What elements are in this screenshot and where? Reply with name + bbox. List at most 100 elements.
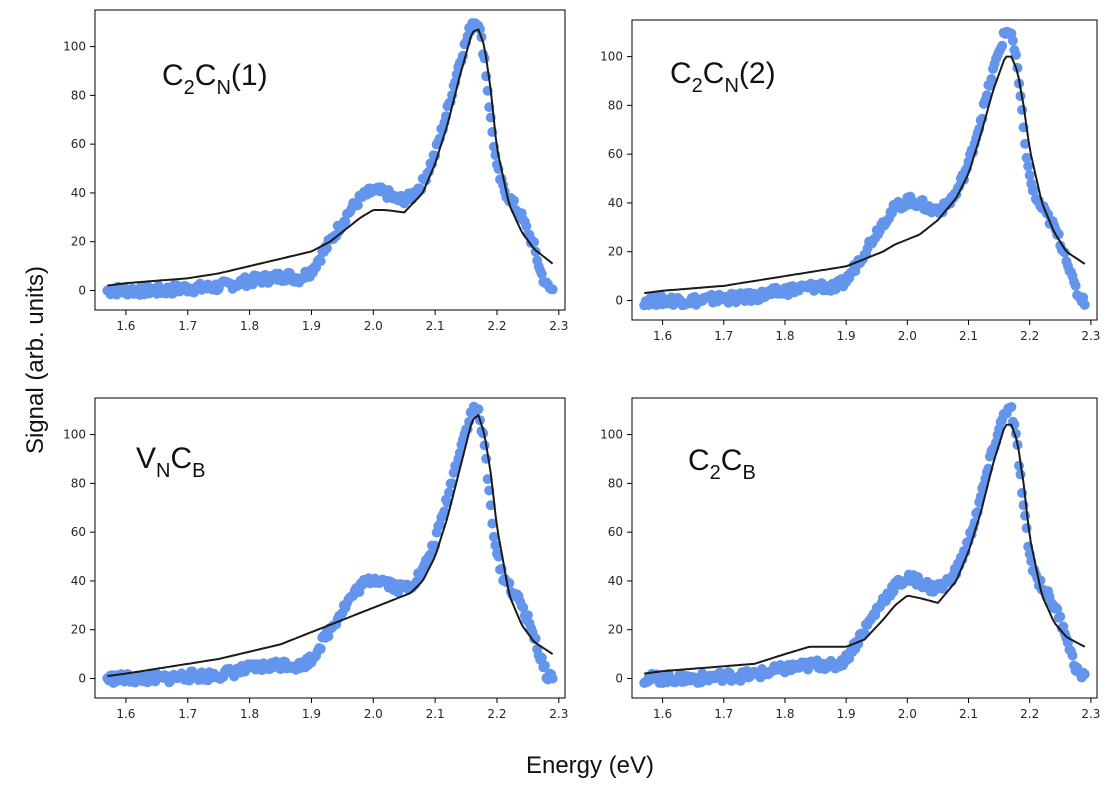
scatter-point [547,284,558,295]
scatter-point [1067,650,1078,661]
scatter-point [1055,611,1066,622]
scatter-point [1029,184,1040,195]
label-text: (2) [739,57,776,90]
x-tick-label: 1.7 [178,319,197,333]
x-tick-label: 1.9 [837,707,856,721]
fit-curve [107,413,554,677]
scatter-point [1020,138,1031,149]
y-tick-label: 80 [71,476,86,490]
scatter-point [488,531,499,542]
x-tick-label: 2.2 [1020,329,1039,343]
label-text: C [688,444,710,477]
y-tick-label: 40 [71,574,86,588]
x-tick-label: 2.1 [959,329,978,343]
x-tick-label: 2.3 [1081,329,1100,343]
scatter-point [479,53,490,64]
x-tick-label: 1.6 [653,329,672,343]
scatter-point [521,221,532,232]
y-tick-label: 80 [71,88,86,102]
scatter-point [508,195,519,206]
scatter-point [1006,401,1017,412]
plot-frame [94,397,566,699]
scatter-point [439,506,450,517]
label-subscript: 2 [184,77,195,99]
scatter-point [323,631,334,642]
scatter-point [1015,469,1026,480]
panel-label: VNCB [136,442,205,482]
scatter-point [830,284,841,295]
x-tick-label: 2.3 [549,707,568,721]
scatter-point [340,216,351,227]
scatter-point [473,404,484,415]
y-tick-label: 0 [615,293,623,307]
y-tick-label: 80 [608,476,623,490]
fit-curve [107,28,554,287]
scatter-point [444,487,455,498]
scatter-point [536,652,547,663]
x-tick-label: 1.6 [116,319,135,333]
x-tick-label: 1.8 [775,707,794,721]
scatter-point [981,90,992,101]
x-tick-label: 1.8 [240,707,259,721]
y-tick-label: 80 [608,98,623,112]
panel-label: C2CN(2) [670,57,776,97]
scatter-point [352,200,363,211]
scatter-point [986,74,997,85]
scatter-point [522,610,533,621]
scatter-point [530,246,541,257]
scatter-point [1079,669,1090,680]
label-text: C [162,59,184,92]
x-tick-label: 2.0 [898,707,917,721]
panel-2: 1.6 1.7 1.8 1.9 2.0 2.1 2.2 2.3020406080100C2CN… [600,19,1100,343]
y-tick-label: 20 [71,235,86,249]
y-tick-label: 60 [608,147,623,161]
y-tick-label: 0 [615,671,623,685]
label-subscript: N [156,460,170,482]
label-text: C [195,59,217,92]
y-tick-label: 20 [608,245,623,259]
fit-curve [644,423,1086,675]
scatter-point [1007,35,1018,46]
label-text: C [670,57,692,90]
scatter-point [315,256,326,267]
y-tick-label: 40 [71,186,86,200]
scatter-point [1024,170,1035,181]
scatter-point [479,440,490,451]
y-tick-label: 0 [78,671,86,685]
scatter-point [518,602,529,613]
scatter-point [937,207,948,218]
y-tick-label: 40 [608,196,623,210]
x-tick-label: 1.9 [302,319,321,333]
scatter-point [1010,49,1021,60]
global-x-axis-label: Energy (eV) [525,752,655,779]
y-tick-label: 20 [71,623,86,637]
plot-frame [631,19,1098,321]
y-tick-label: 20 [608,623,623,637]
x-tick-label: 1.8 [775,329,794,343]
fit-curve [644,55,1086,295]
y-tick-label: 60 [71,137,86,151]
label-text: C [703,57,725,90]
x-tick-label: 1.9 [302,707,321,721]
scatter-point [547,673,558,684]
plot-frame [631,397,1098,699]
y-tick-label: 0 [78,283,86,297]
x-tick-label: 2.0 [364,707,383,721]
label-text: (1) [231,59,268,92]
x-tick-label: 2.2 [487,707,506,721]
x-tick-label: 2.2 [487,319,506,333]
label-text: V [136,442,156,475]
x-tick-label: 1.6 [116,707,135,721]
scatter-point [1013,460,1024,471]
scatter-point [1070,280,1081,291]
x-tick-label: 2.3 [1081,707,1100,721]
y-tick-label: 40 [608,574,623,588]
scatter-series [639,26,1090,311]
x-tick-label: 2.1 [426,319,445,333]
scatter-point [1052,603,1063,614]
panel-3: 1.6 1.7 1.8 1.9 2.0 2.1 2.2 2.3 0 20 40 60 80 100 VNCB [63,397,568,721]
scatter-point [487,518,498,529]
plot-frame [94,9,566,311]
